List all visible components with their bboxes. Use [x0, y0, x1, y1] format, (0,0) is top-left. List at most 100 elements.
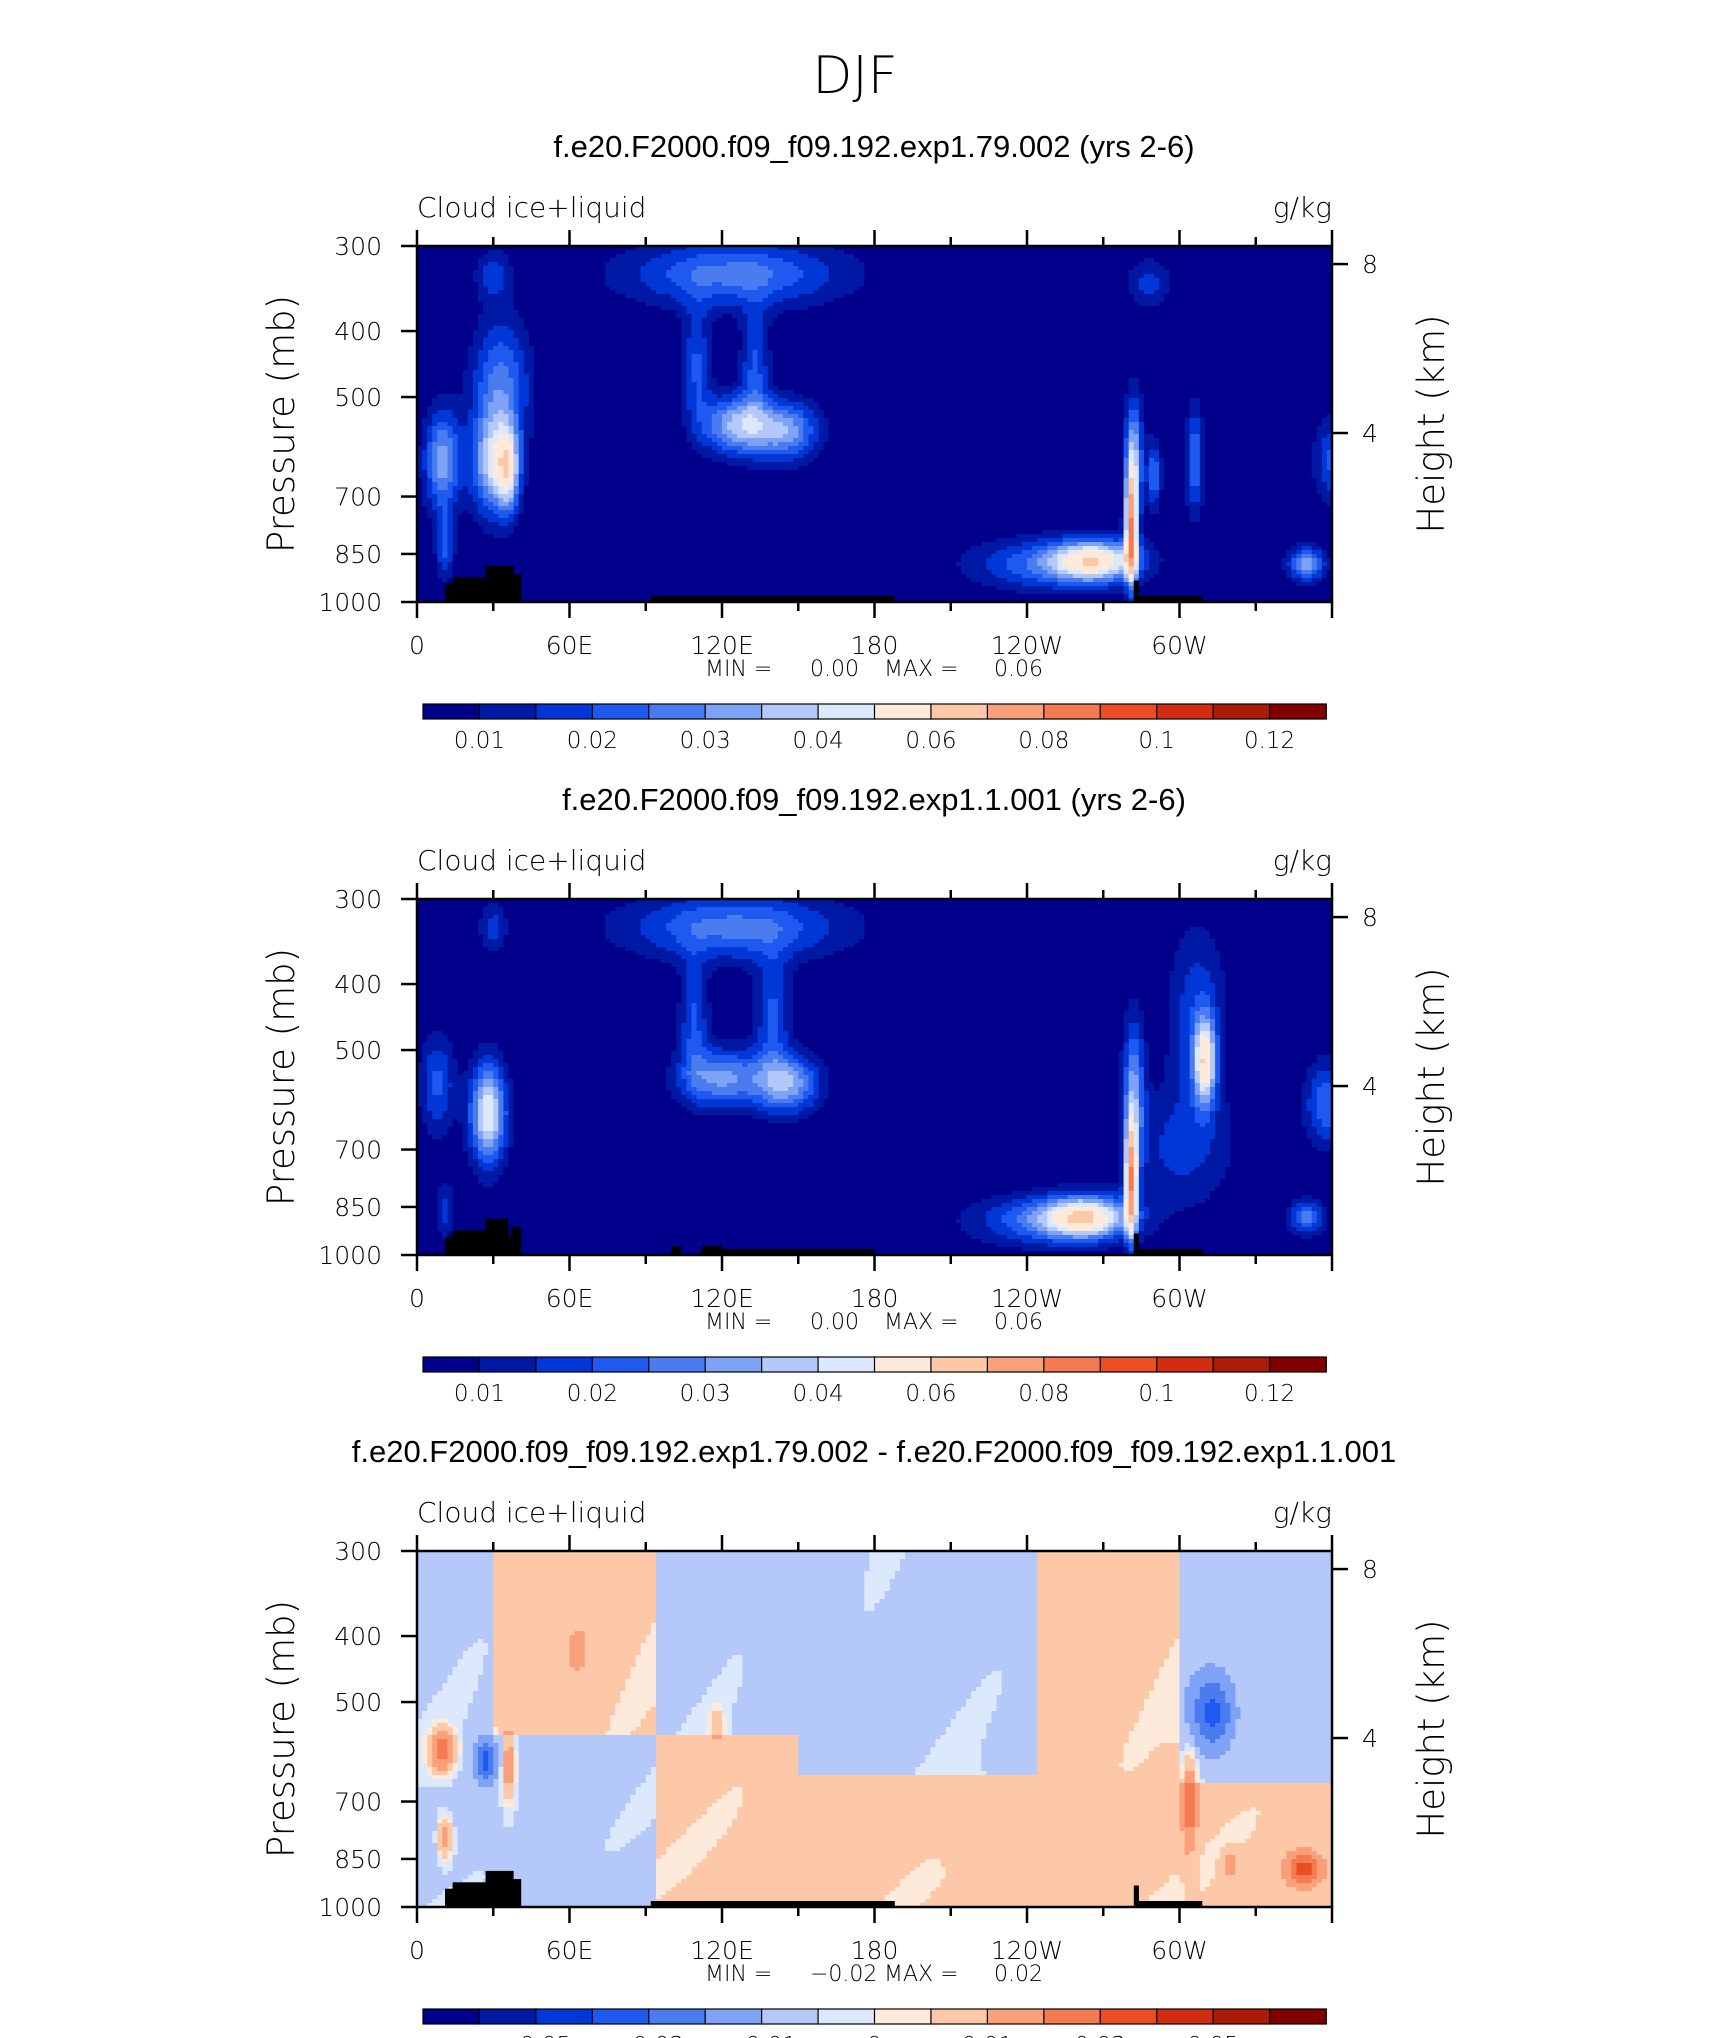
contour-cell — [889, 1583, 1038, 1588]
contour-cell — [1108, 1207, 1115, 1212]
contour-cell — [884, 1595, 1038, 1600]
contour-cell — [1194, 1067, 1201, 1072]
contour-cell — [767, 366, 774, 371]
contour-cell — [483, 1119, 494, 1124]
contour-cell — [432, 434, 438, 439]
contour-cell — [1204, 1199, 1292, 1204]
colorbar-swatch — [1268, 1356, 1327, 1373]
contour-cell — [1128, 530, 1135, 535]
contour-cell — [996, 586, 1054, 591]
contour-cell — [417, 246, 637, 251]
contour-cell — [422, 430, 428, 435]
contour-cell — [533, 382, 682, 387]
contour-cell — [1230, 1715, 1242, 1720]
contour-cell — [513, 1767, 520, 1772]
contour-cell — [732, 430, 749, 435]
contour-cell — [1189, 398, 1201, 403]
contour-cell — [762, 398, 774, 403]
contour-cell — [478, 1091, 484, 1096]
contour-cell — [1220, 1075, 1226, 1080]
contour-cell — [1291, 1203, 1298, 1208]
contour-cell — [757, 366, 769, 371]
contour-cell — [803, 422, 810, 427]
contour-cell — [711, 350, 738, 355]
contour-cell — [808, 450, 820, 455]
contour-cell — [747, 342, 764, 347]
contour-cell — [467, 1107, 474, 1112]
contour-cell — [798, 1751, 932, 1756]
contour-cell — [513, 426, 520, 431]
contour-cell — [676, 1027, 682, 1032]
contour-cell — [1143, 1075, 1150, 1080]
contour-cell — [808, 1047, 1125, 1052]
contour-cell — [437, 394, 474, 399]
contour-cell — [427, 406, 474, 411]
contour-cell — [518, 1767, 652, 1772]
contour-cell — [686, 394, 698, 399]
contour-cell — [574, 1667, 581, 1672]
contour-cell — [457, 1063, 469, 1068]
contour-cell — [737, 1691, 972, 1696]
contour-cell — [417, 1231, 444, 1236]
contour-cell — [1230, 1143, 1313, 1148]
contour-cell — [686, 258, 784, 263]
contour-cell — [783, 999, 794, 1004]
contour-cell — [818, 1055, 1120, 1060]
contour-cell — [1123, 1091, 1130, 1096]
contour-cell — [605, 935, 647, 940]
contour-cell — [508, 1123, 515, 1128]
contour-cell — [655, 1571, 865, 1576]
contour-cell — [1199, 442, 1206, 447]
contour-cell — [513, 474, 520, 479]
contour-cell — [1215, 1699, 1226, 1704]
contour-cell — [498, 1083, 505, 1088]
contour-cell — [1143, 438, 1160, 443]
contour-cell — [503, 1767, 515, 1772]
contour-cell — [488, 454, 494, 459]
contour-cell — [762, 310, 784, 315]
contour-cell — [1138, 1123, 1145, 1128]
chart-title: f.e20.F2000.f09_f09.192.exp1.79.002 (yrs… — [553, 129, 1194, 164]
contour-cell — [681, 366, 688, 371]
contour-cell — [1154, 1087, 1160, 1092]
contour-cell — [503, 286, 515, 291]
contour-cell — [1128, 1243, 1135, 1248]
contour-cell — [1128, 278, 1140, 283]
contour-cell — [1291, 1223, 1303, 1228]
contour-cell — [498, 1775, 505, 1780]
contour-cell — [818, 1083, 830, 1088]
contour-cell — [1143, 1063, 1150, 1068]
contour-cell — [1225, 1723, 1237, 1728]
contour-cell — [1194, 1103, 1211, 1108]
contour-cell — [1189, 458, 1201, 463]
contour-cell — [498, 478, 515, 483]
contour-cell — [437, 498, 449, 503]
contour-cell — [569, 1659, 586, 1664]
contour-cell — [1326, 454, 1333, 459]
contour-cell — [452, 1215, 962, 1220]
contour-cell — [427, 1731, 433, 1736]
contour-cell — [1128, 390, 1140, 395]
contour-cell — [447, 1675, 479, 1680]
contour-cell — [478, 1675, 494, 1680]
contour-cell — [472, 1143, 479, 1148]
contour-cell — [1179, 1707, 1186, 1712]
contour-cell — [1143, 1147, 1150, 1152]
contour-cell — [610, 258, 652, 263]
contour-cell — [1204, 1663, 1216, 1668]
contour-cell — [1138, 1147, 1145, 1152]
contour-cell — [1159, 450, 1186, 455]
contour-cell — [783, 1011, 794, 1016]
contour-cell — [1204, 502, 1328, 507]
contour-cell — [518, 382, 530, 387]
contour-cell — [417, 486, 423, 491]
contour-cell — [1210, 1039, 1216, 1044]
contour-cell — [798, 1747, 932, 1752]
contour-cell — [742, 967, 764, 972]
contour-cell — [427, 442, 433, 447]
contour-cell — [711, 322, 738, 327]
contour-cell — [417, 1207, 438, 1212]
contour-cell — [1316, 1107, 1333, 1112]
contour-cell — [767, 1111, 799, 1116]
contour-cell — [722, 1719, 728, 1724]
